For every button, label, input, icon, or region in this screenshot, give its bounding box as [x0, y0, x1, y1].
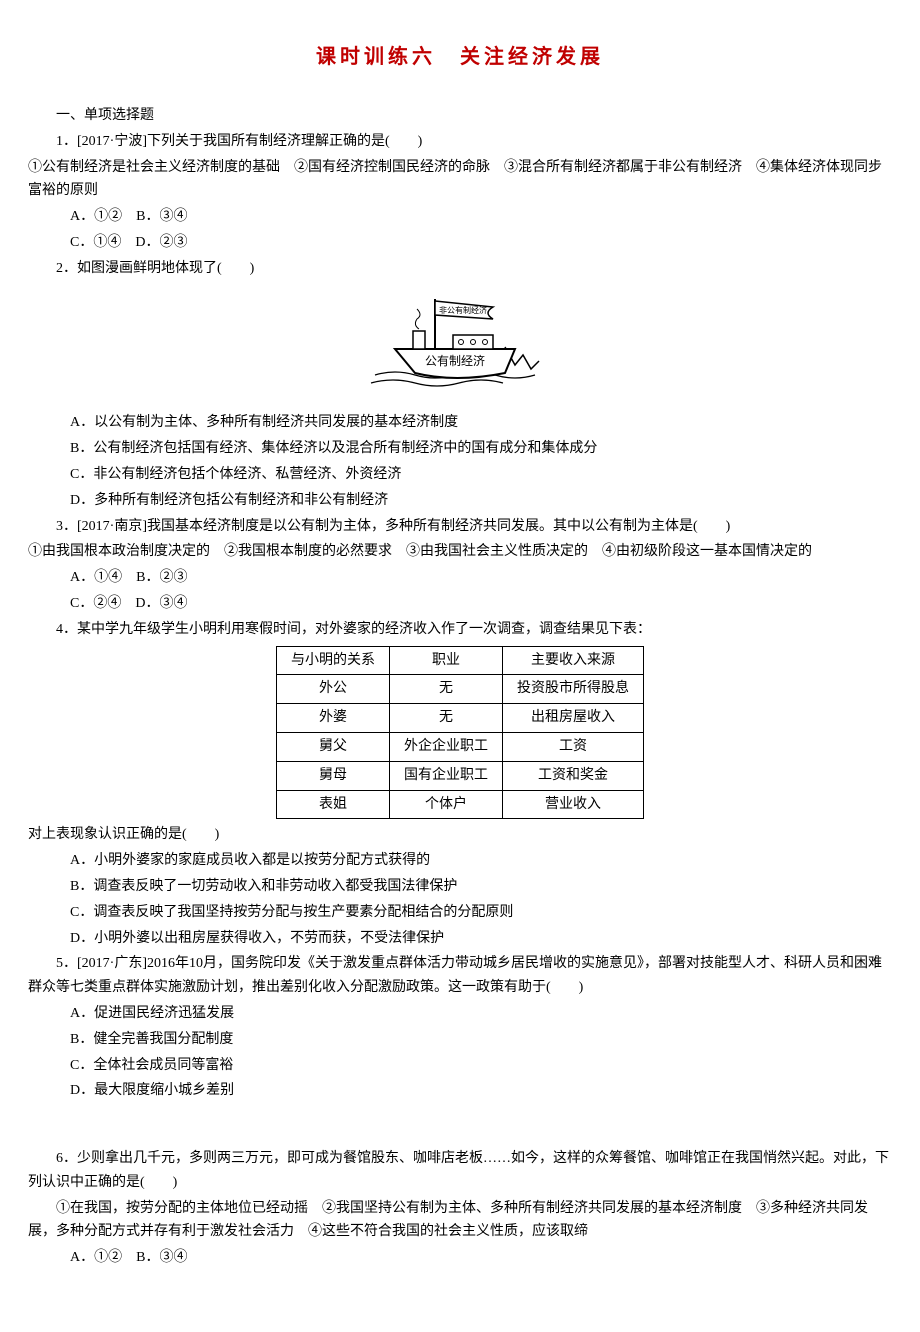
q2-stem: 2．如图漫画鲜明地体现了( ) — [28, 257, 892, 281]
cell: 个体户 — [390, 790, 503, 819]
q2-optD: D．多种所有制经济包括公有制经济和非公有制经济 — [28, 489, 892, 513]
table-row: 表姐个体户营业收入 — [277, 790, 644, 819]
cell: 工资 — [503, 732, 644, 761]
q4-stem: 4．某中学九年级学生小明利用寒假时间，对外婆家的经济收入作了一次调查，调查结果见… — [28, 618, 892, 642]
doc-title: 课时训练六 关注经济发展 — [28, 40, 892, 74]
q6-opt-row1: A．①② B．③④ — [28, 1246, 892, 1270]
section-heading: 一、单项选择题 — [28, 104, 892, 128]
q3-opt-row2: C．②④ D．③④ — [28, 592, 892, 616]
cell: 工资和奖金 — [503, 761, 644, 790]
table-header-row: 与小明的关系 职业 主要收入来源 — [277, 646, 644, 675]
flag-label: 非公有制经济 — [439, 305, 487, 315]
q1-opt-row2: C．①④ D．②③ — [28, 231, 892, 255]
q3-statements: ①由我国根本政治制度决定的 ②我国根本制度的必然要求 ③由我国社会主义性质决定的… — [28, 540, 892, 564]
q2-optC: C．非公有制经济包括个体经济、私营经济、外资经济 — [28, 463, 892, 487]
cell: 出租房屋收入 — [503, 704, 644, 733]
q4-optC: C．调查表反映了我国坚持按劳分配与按生产要素分配相结合的分配原则 — [28, 901, 892, 925]
q5-optC: C．全体社会成员同等富裕 — [28, 1054, 892, 1078]
th-job: 职业 — [390, 646, 503, 675]
q4-optD: D．小明外婆以出租房屋获得收入，不劳而获，不受法律保护 — [28, 927, 892, 951]
q6-stem: 6．少则拿出几千元，多则两三万元，即可成为餐馆股东、咖啡店老板……如今，这样的众… — [28, 1147, 892, 1195]
cell: 投资股市所得股息 — [503, 675, 644, 704]
q5-optB: B．健全完善我国分配制度 — [28, 1028, 892, 1052]
cell: 表姐 — [277, 790, 390, 819]
q2-optA: A．以公有制为主体、多种所有制经济共同发展的基本经济制度 — [28, 411, 892, 435]
th-relation: 与小明的关系 — [277, 646, 390, 675]
table-row: 外婆无出租房屋收入 — [277, 704, 644, 733]
cell: 舅母 — [277, 761, 390, 790]
cell: 外企企业职工 — [390, 732, 503, 761]
cell: 营业收入 — [503, 790, 644, 819]
cell: 外公 — [277, 675, 390, 704]
q5-stem: 5．[2017·广东]2016年10月，国务院印发《关于激发重点群体活力带动城乡… — [28, 952, 892, 1000]
blank-spacer — [28, 1105, 892, 1145]
q2-cartoon: 公有制经济 非公有制经济 — [28, 287, 892, 406]
q2-optB: B．公有制经济包括国有经济、集体经济以及混合所有制经济中的国有成分和集体成分 — [28, 437, 892, 461]
q1-statements: ①公有制经济是社会主义经济制度的基础 ②国有经济控制国民经济的命脉 ③混合所有制… — [28, 156, 892, 204]
q3-opt-row1: A．①④ B．②③ — [28, 566, 892, 590]
q4-table: 与小明的关系 职业 主要收入来源 外公无投资股市所得股息 外婆无出租房屋收入 舅… — [276, 646, 644, 820]
q4-optB: B．调查表反映了一切劳动收入和非劳动收入都受我国法律保护 — [28, 875, 892, 899]
q1-stem: 1．[2017·宁波]下列关于我国所有制经济理解正确的是( ) — [28, 130, 892, 154]
cell: 无 — [390, 675, 503, 704]
q4-lead: 对上表现象认识正确的是( ) — [28, 823, 892, 847]
table-row: 舅父外企企业职工工资 — [277, 732, 644, 761]
cell: 无 — [390, 704, 503, 733]
q6-statements: ①在我国，按劳分配的主体地位已经动摇 ②我国坚持公有制为主体、多种所有制经济共同… — [28, 1197, 892, 1245]
q3-stem: 3．[2017·南京]我国基本经济制度是以公有制为主体，多种所有制经济共同发展。… — [28, 515, 892, 539]
q5-optD: D．最大限度缩小城乡差别 — [28, 1079, 892, 1103]
cell: 舅父 — [277, 732, 390, 761]
q1-opt-row1: A．①② B．③④ — [28, 205, 892, 229]
hull-label: 公有制经济 — [425, 353, 485, 368]
q5-optA: A．促进国民经济迅猛发展 — [28, 1002, 892, 1026]
table-row: 外公无投资股市所得股息 — [277, 675, 644, 704]
cell: 国有企业职工 — [390, 761, 503, 790]
table-row: 舅母国有企业职工工资和奖金 — [277, 761, 644, 790]
th-income: 主要收入来源 — [503, 646, 644, 675]
cell: 外婆 — [277, 704, 390, 733]
q4-optA: A．小明外婆家的家庭成员收入都是以按劳分配方式获得的 — [28, 849, 892, 873]
boat-economy-cartoon-icon: 公有制经济 非公有制经济 — [365, 287, 555, 397]
